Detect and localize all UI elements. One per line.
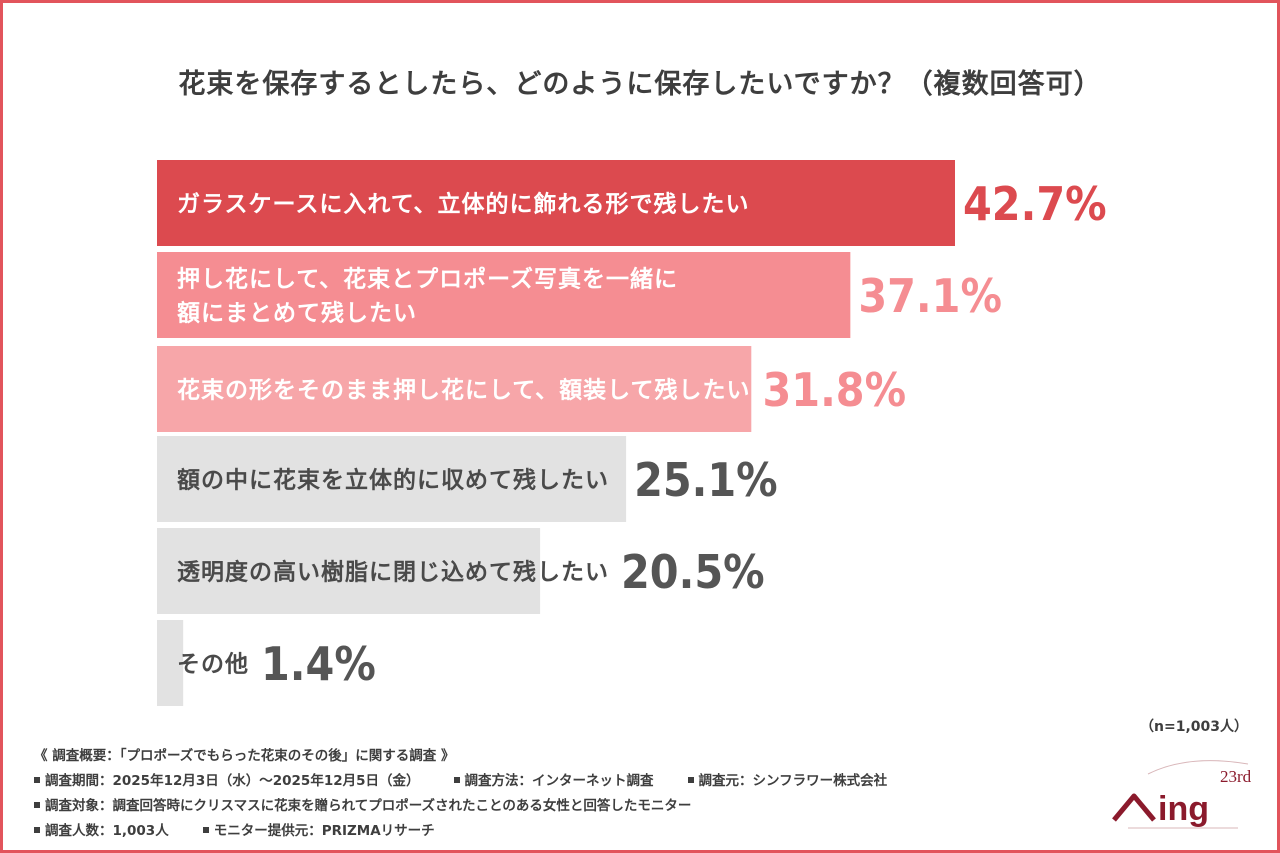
value-label-3: 31.8% bbox=[762, 363, 906, 417]
survey-source: 調査元：シンフラワー株式会社 bbox=[698, 773, 888, 789]
bar-label-6: その他 bbox=[177, 651, 249, 677]
value-label-5: 20.5% bbox=[621, 545, 765, 599]
survey-count: 調査人数：1,003人 bbox=[45, 823, 169, 839]
bar-5 bbox=[157, 528, 541, 614]
bullet-icon bbox=[34, 802, 40, 808]
value-label-4: 25.1% bbox=[634, 453, 778, 507]
bar-label-4: 額の中に花束を立体的に収めて残したい bbox=[176, 466, 609, 493]
logo-wordmark: ing bbox=[1158, 790, 1209, 828]
bullet-icon bbox=[202, 827, 209, 833]
bullet-icon bbox=[34, 777, 40, 783]
bar-3 bbox=[157, 346, 752, 432]
bar-label-3: 花束の形をそのまま押し花にして、額装して残したい bbox=[177, 376, 750, 403]
bar-2 bbox=[157, 252, 851, 338]
survey-summary: 《 調査概要：「プロポーズでもらった花束のその後」に関する調査 》 bbox=[34, 748, 455, 764]
bar-chart: ガラスケースに入れて、立体的に飾れる形で残したい 42.7% 押し花にして、花束とプ… bbox=[157, 160, 1107, 706]
bullet-icon bbox=[687, 777, 694, 783]
value-label-6: 1.4% bbox=[261, 637, 376, 691]
bar-label-2: 押し花にして、花束とプロポーズ写真を一緒に bbox=[177, 265, 678, 292]
chart-title: 花束を保存するとしたら、どのように保存したいですか？（複数回答可） bbox=[178, 69, 1102, 100]
survey-method: 調査方法：インターネット調査 bbox=[464, 773, 654, 789]
logo-arc bbox=[1147, 760, 1249, 775]
survey-footer: 《 調査概要：「プロポーズでもらった花束のその後」に関する調査 》 調査期間：2… bbox=[34, 744, 887, 844]
bar-label-2: 額にまとめて残したい bbox=[176, 299, 417, 326]
bar-label-5: 透明度の高い樹脂に閉じ込めて残したい bbox=[177, 558, 609, 585]
bullet-icon bbox=[453, 777, 460, 783]
logo-superscript: 23rd bbox=[1220, 767, 1252, 786]
survey-provider: モニター提供元：PRIZMAリサーチ bbox=[213, 823, 435, 839]
survey-period: 調査期間：2025年12月3日（水）～2025年12月5日（金） bbox=[45, 773, 420, 789]
survey-target: 調査対象：調査回答時にクリスマスに花束を贈られてプロポーズされたことのある女性と… bbox=[45, 798, 692, 814]
bar-1 bbox=[157, 160, 955, 246]
sample-size: （n=1,003人） bbox=[1140, 719, 1248, 735]
value-label-1: 42.7% bbox=[963, 177, 1107, 231]
bar-4 bbox=[157, 436, 627, 522]
ning-logo: 23rd ing bbox=[1112, 760, 1252, 829]
bullet-icon bbox=[34, 827, 40, 833]
logo-n-mark bbox=[1112, 793, 1156, 822]
bar-6 bbox=[157, 620, 184, 706]
bar-label-1: ガラスケースに入れて、立体的に飾れる形で残したい bbox=[177, 190, 750, 217]
value-label-2: 37.1% bbox=[858, 269, 1002, 323]
